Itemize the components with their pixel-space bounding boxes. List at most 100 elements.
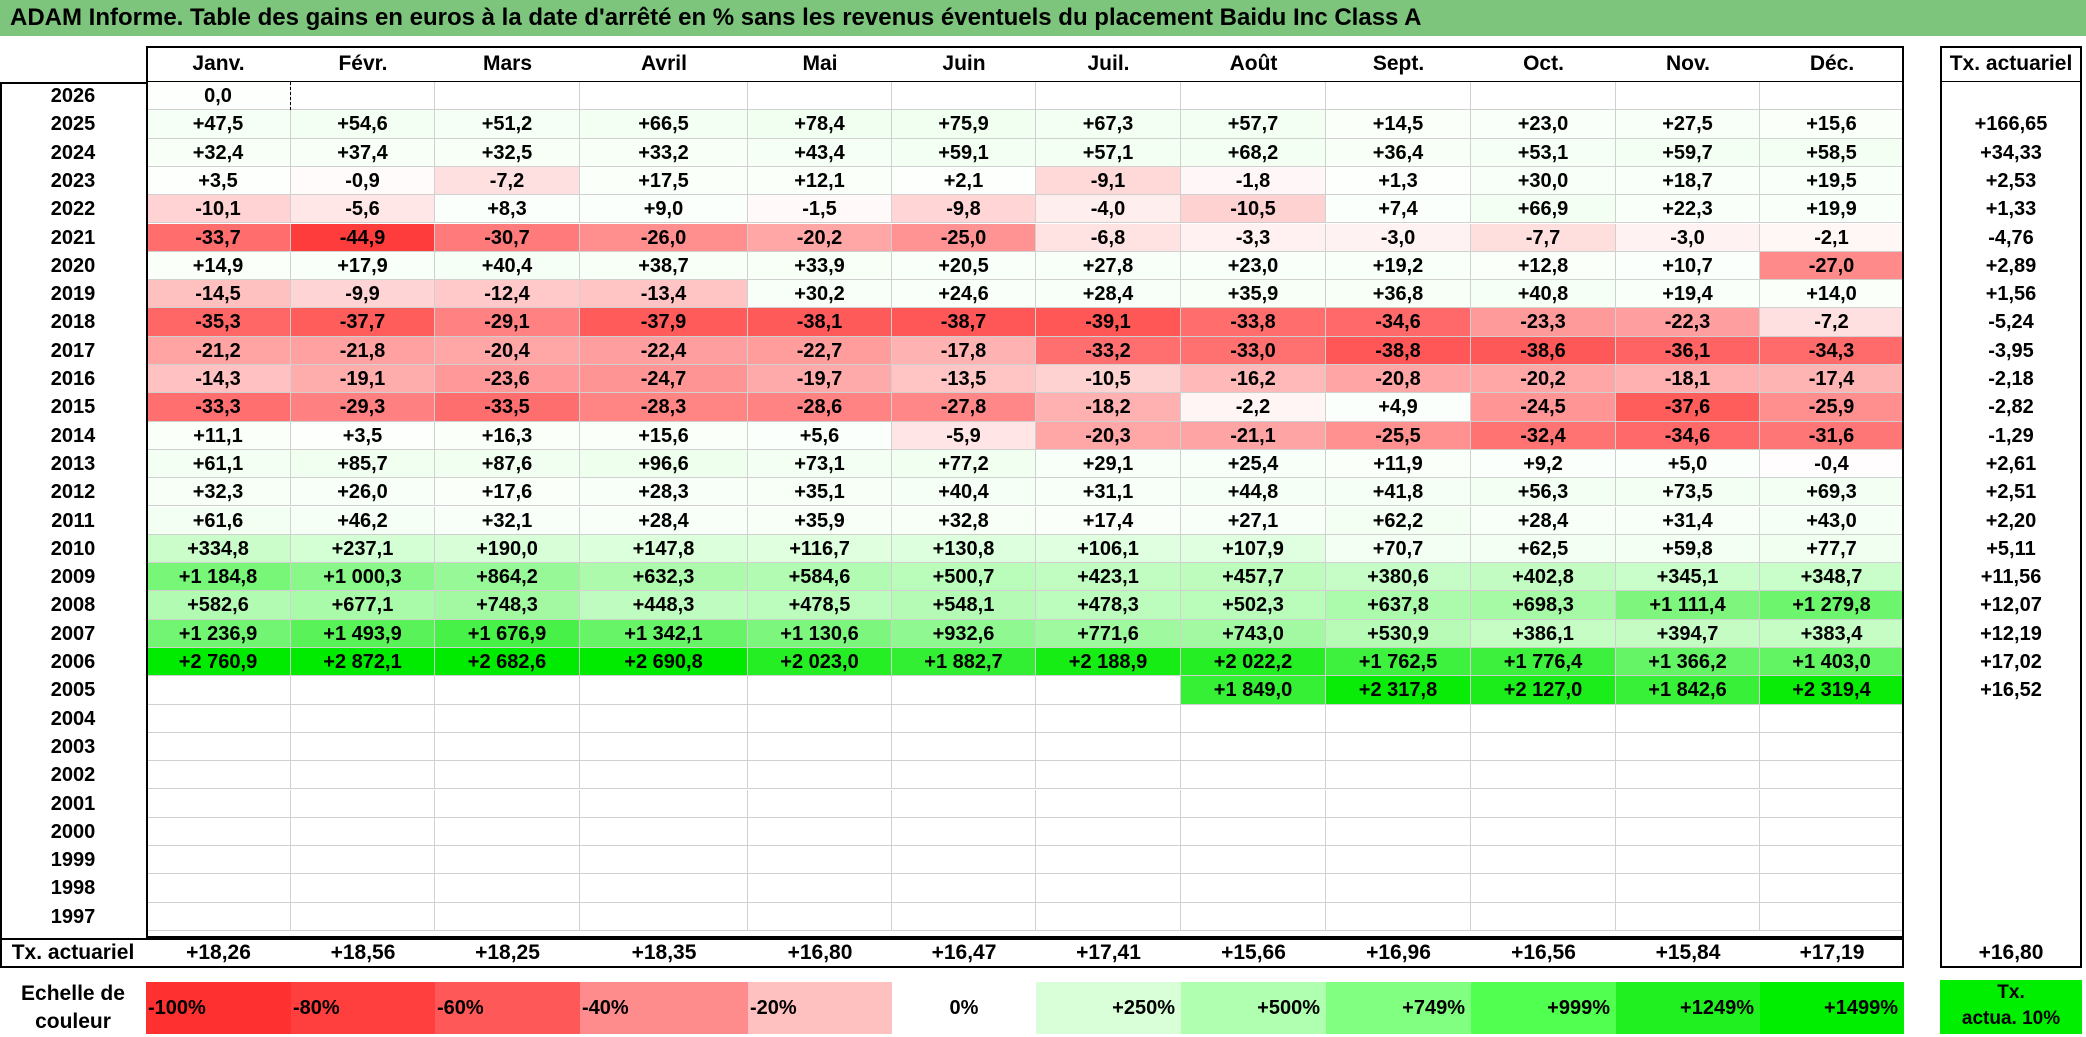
table-cell [1326,846,1471,875]
rate-cell [1940,733,2082,761]
table-cell [580,732,748,762]
table-cell: -22,3 [1616,308,1760,337]
year-label: 2013 [50,452,96,475]
table-cell [1760,732,1904,762]
year-label: 2025 [50,113,96,136]
table-cell [748,761,892,790]
table-cell: +423,1 [1036,563,1181,592]
table-cell: -18,1 [1616,365,1760,394]
table-cell [146,732,291,762]
table-cell: -23,6 [435,365,580,394]
footer-value: +15,84 [1655,941,1721,964]
table-cell: +25,4 [1181,449,1326,479]
legend-step: -60% [435,982,580,1034]
table-cell: +1 279,8 [1760,591,1904,620]
table-cell: -34,6 [1616,421,1760,450]
table-cell: +36,4 [1326,138,1471,167]
year-label: 2022 [50,198,96,221]
table-cell: +18,7 [1616,166,1760,196]
legend-rate-line1: Tx. [1997,982,2025,1003]
table-cell: +61,1 [146,449,291,479]
table-cell: -6,8 [1036,223,1181,252]
table-cell: -20,4 [435,336,580,365]
table-cell [435,761,580,790]
footer-value: +16,56 [1511,941,1576,964]
table-cell: +8,3 [435,195,580,224]
year-label: 2014 [50,424,96,447]
table-cell: +58,5 [1760,138,1904,167]
table-cell: -3,0 [1616,223,1760,252]
table-cell: +59,7 [1616,138,1760,167]
table-cell: +1 342,1 [580,619,748,648]
table-cell: +62,2 [1326,506,1471,535]
table-cell: -1,8 [1181,166,1326,196]
table-cell: +31,1 [1036,478,1181,507]
year-label: 1998 [50,877,96,900]
table-cell: +380,6 [1326,563,1471,592]
table-cell: -24,5 [1471,393,1616,422]
table-cell: +9,2 [1471,449,1616,479]
table-cell [1471,846,1616,875]
table-cell: +96,6 [580,449,748,479]
table-cell: +66,9 [1471,195,1616,224]
table-cell [1181,902,1326,931]
legend-step: +250% [1036,982,1181,1034]
table-cell: +932,6 [892,619,1036,648]
year-label: 2018 [50,311,96,334]
table-cell [580,902,748,931]
month-header: Mai [748,46,892,82]
table-cell: +20,5 [892,251,1036,281]
table-cell: +35,9 [1181,280,1326,309]
table-cell: +28,4 [1471,506,1616,535]
table-cell: +2 317,8 [1326,676,1471,705]
table-cell: -38,1 [748,308,892,337]
table-cell [1181,846,1326,875]
table-cell: +43,0 [1760,506,1904,535]
table-cell: +32,4 [146,138,291,167]
table-cell: +1 366,2 [1616,648,1760,677]
table-cell [1471,704,1616,733]
rate-cell: +2,53 [1985,169,2037,192]
table-cell: -35,3 [146,308,291,337]
table-cell [580,846,748,875]
table-cell: +85,7 [291,449,435,479]
table-cell [748,82,892,111]
table-cell: +54,6 [291,110,435,139]
table-cell: -33,5 [435,393,580,422]
table-cell [1616,902,1760,931]
table-cell [1181,732,1326,762]
month-header: Août [1181,46,1326,82]
table-cell [291,761,435,790]
table-cell: -14,3 [146,365,291,394]
table-cell [748,789,892,818]
month-header: Nov. [1616,46,1760,82]
table-cell [1616,704,1760,733]
legend-label-line1: Echelle de [21,982,125,1005]
table-cell: +69,3 [1760,478,1904,507]
table-cell: +1 842,6 [1616,676,1760,705]
table-cell [291,789,435,818]
year-label: 2015 [50,396,96,419]
table-cell [1181,789,1326,818]
table-cell [291,704,435,733]
table-cell: +32,8 [892,506,1036,535]
table-cell: +17,6 [435,478,580,507]
rate-cell: +2,89 [1985,254,2037,277]
table-cell: +1 493,9 [291,619,435,648]
table-cell: +29,1 [1036,449,1181,479]
year-label: 2020 [50,254,96,277]
rate-cell [1940,874,2082,902]
table-cell: +47,5 [146,110,291,139]
year-label: 2021 [50,226,96,249]
table-cell: +78,4 [748,110,892,139]
table-cell [1760,874,1904,903]
table-cell: +51,2 [435,110,580,139]
table-cell [1760,761,1904,790]
table-cell: +40,4 [892,478,1036,507]
table-cell [892,817,1036,847]
table-cell: +27,8 [1036,251,1181,281]
table-cell [291,82,435,111]
footer-value: +16,47 [931,941,997,964]
table-cell: -28,6 [748,393,892,422]
table-cell: +19,4 [1616,280,1760,309]
